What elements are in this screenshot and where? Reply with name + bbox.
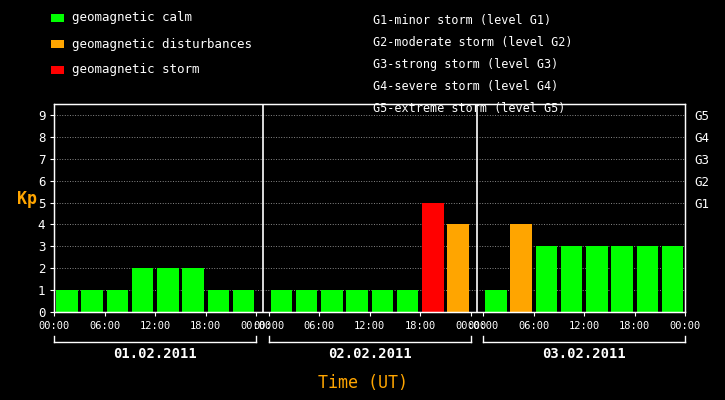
Bar <box>207 290 229 312</box>
Bar <box>107 290 128 312</box>
Text: G3-strong storm (level G3): G3-strong storm (level G3) <box>373 58 559 71</box>
Text: geomagnetic storm: geomagnetic storm <box>72 64 200 76</box>
Text: geomagnetic disturbances: geomagnetic disturbances <box>72 38 252 50</box>
Text: geomagnetic calm: geomagnetic calm <box>72 12 193 24</box>
Bar <box>157 268 178 312</box>
Bar <box>81 290 103 312</box>
Text: G1-minor storm (level G1): G1-minor storm (level G1) <box>373 14 552 27</box>
Bar <box>662 246 683 312</box>
Bar <box>372 290 393 312</box>
Bar <box>270 290 292 312</box>
Bar <box>536 246 557 312</box>
Bar <box>447 224 469 312</box>
Text: G4-severe storm (level G4): G4-severe storm (level G4) <box>373 80 559 93</box>
Bar <box>397 290 418 312</box>
Text: Time (UT): Time (UT) <box>318 374 407 392</box>
Bar <box>132 268 154 312</box>
Text: 02.02.2011: 02.02.2011 <box>328 347 412 361</box>
Text: 01.02.2011: 01.02.2011 <box>113 347 197 361</box>
Bar <box>347 290 368 312</box>
Text: G5-extreme storm (level G5): G5-extreme storm (level G5) <box>373 102 566 115</box>
Bar <box>637 246 658 312</box>
Bar <box>422 202 444 312</box>
Y-axis label: Kp: Kp <box>17 190 37 208</box>
Bar <box>296 290 318 312</box>
Text: 03.02.2011: 03.02.2011 <box>542 347 626 361</box>
Bar <box>183 268 204 312</box>
Text: G2-moderate storm (level G2): G2-moderate storm (level G2) <box>373 36 573 49</box>
Bar <box>586 246 608 312</box>
Bar <box>321 290 343 312</box>
Bar <box>611 246 633 312</box>
Bar <box>233 290 254 312</box>
Bar <box>485 290 507 312</box>
Bar <box>57 290 78 312</box>
Bar <box>510 224 532 312</box>
Bar <box>561 246 582 312</box>
